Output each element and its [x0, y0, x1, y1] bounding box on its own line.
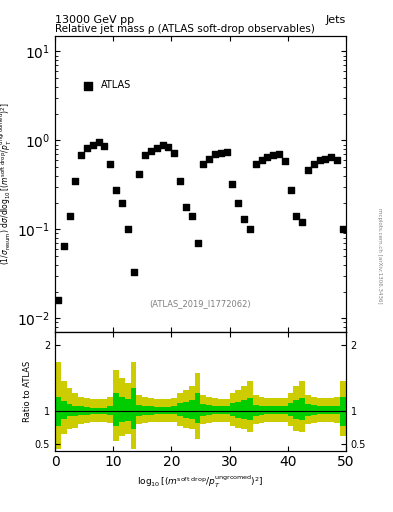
Point [177, 177, 183, 185]
Point [212, 150, 218, 158]
Text: Jets: Jets [325, 14, 346, 25]
Point [55, 296, 61, 304]
Point [136, 170, 143, 178]
Point [95, 138, 102, 146]
Point [84, 144, 90, 152]
Point [287, 185, 294, 194]
Point [316, 156, 323, 164]
Point [78, 151, 84, 159]
Point [171, 149, 177, 157]
Text: 13000 GeV pp: 13000 GeV pp [55, 14, 134, 25]
Point [101, 142, 108, 150]
Y-axis label: Ratio to ATLAS: Ratio to ATLAS [23, 360, 32, 422]
Point [340, 225, 346, 233]
Point [130, 268, 137, 276]
Point [142, 151, 148, 159]
X-axis label: $\log_{10}[(m^{\mathrm{soft\ drop}}/p_T^{\mathrm{ungroomed}})^2]$: $\log_{10}[(m^{\mathrm{soft\ drop}}/p_T^… [137, 474, 264, 490]
Point [276, 150, 282, 158]
Point [154, 144, 160, 152]
Point [206, 155, 212, 163]
Y-axis label: $(1/\sigma_\mathrm{resum})\ \mathrm{d}\sigma/\mathrm{d}\log_{10}[(m^{\mathrm{sof: $(1/\sigma_\mathrm{resum})\ \mathrm{d}\s… [0, 102, 14, 265]
Point [322, 155, 329, 163]
Point [125, 225, 131, 233]
Point [90, 140, 96, 148]
Legend: ATLAS: ATLAS [74, 76, 135, 94]
Point [334, 156, 340, 164]
Point [72, 177, 79, 185]
Point [328, 153, 334, 161]
Point [189, 212, 195, 221]
Text: (ATLAS_2019_I1772062): (ATLAS_2019_I1772062) [150, 300, 251, 308]
Point [241, 215, 247, 223]
Point [224, 147, 230, 156]
Point [247, 225, 253, 233]
Point [235, 199, 241, 207]
Point [195, 239, 201, 247]
Point [258, 156, 264, 164]
Point [183, 203, 189, 211]
Text: mcplots.cern.ch [arXiv:1306.3436]: mcplots.cern.ch [arXiv:1306.3436] [377, 208, 382, 304]
Point [282, 157, 288, 165]
Point [113, 185, 119, 194]
Point [299, 218, 305, 226]
Point [66, 212, 73, 221]
Point [148, 146, 154, 155]
Point [270, 151, 276, 159]
Point [61, 242, 67, 250]
Point [160, 141, 166, 150]
Point [165, 143, 172, 151]
Point [218, 148, 224, 157]
Point [264, 153, 270, 161]
Point [119, 199, 125, 207]
Point [293, 212, 299, 221]
Point [200, 159, 206, 167]
Point [229, 180, 235, 188]
Point [253, 159, 259, 167]
Point [311, 159, 317, 167]
Point [107, 159, 114, 167]
Point [305, 165, 311, 174]
Text: Relative jet mass ρ (ATLAS soft-drop observables): Relative jet mass ρ (ATLAS soft-drop obs… [55, 24, 315, 34]
